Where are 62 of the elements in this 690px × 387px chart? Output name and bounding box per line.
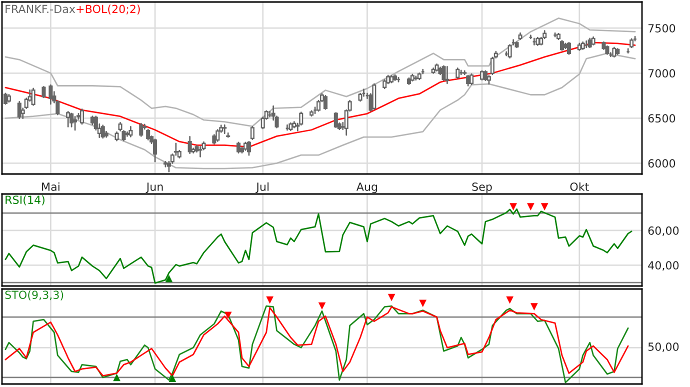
point <box>388 294 396 302</box>
chart-title: STO(9,3,3) <box>5 290 64 300</box>
point <box>266 296 274 304</box>
y-tick-label: 7000 <box>648 69 676 78</box>
point <box>530 303 538 311</box>
candlestick <box>246 140 251 156</box>
candlestick <box>66 110 70 128</box>
candlestick <box>470 73 474 86</box>
candlestick <box>466 74 470 86</box>
candlestick <box>250 126 254 140</box>
point <box>168 374 176 382</box>
point <box>318 302 326 310</box>
candlestick <box>480 70 484 81</box>
candlestick <box>70 112 74 128</box>
candlestick <box>445 66 450 84</box>
y-tick-label: 6000 <box>648 159 676 168</box>
text: 50,00 <box>648 342 679 352</box>
chart-title: FRANKF.-Dax <box>6 4 76 14</box>
candlestick <box>323 94 328 110</box>
candlestick <box>128 126 133 138</box>
y-tick-label: 7500 <box>648 24 676 32</box>
candlestick <box>222 124 227 134</box>
point <box>506 296 514 304</box>
chart-subtitle: +BOL(20;2) <box>76 4 140 14</box>
candlestick <box>100 124 105 139</box>
candlestick <box>588 38 592 48</box>
candlestick <box>3 92 8 105</box>
candlestick <box>334 112 338 128</box>
candlestick <box>236 142 241 154</box>
x-tick-label: Aug <box>356 182 378 194</box>
candlestick <box>48 84 53 105</box>
candlestick <box>31 88 36 106</box>
line-series <box>4 52 636 170</box>
candlestick <box>80 108 84 125</box>
candlestick <box>372 83 376 110</box>
x-tick-label: Mai <box>42 182 60 191</box>
candlestick <box>560 40 564 51</box>
line-series <box>4 18 636 127</box>
chart-title: RSI(14) <box>6 195 44 206</box>
candlestick <box>442 65 446 82</box>
candlestick <box>612 46 616 58</box>
y-tick-label: 60,00 <box>648 226 679 236</box>
candlestick <box>566 42 571 55</box>
candlestick <box>17 100 22 120</box>
x-tick-label: Jul <box>256 182 269 193</box>
y-tick-label: 40,00 <box>648 261 679 271</box>
candlestick <box>153 138 158 162</box>
candlestick <box>73 116 78 131</box>
candlestick <box>456 67 460 79</box>
candlestick <box>42 86 46 98</box>
y-tick-label: 6500 <box>648 114 676 123</box>
candlestick <box>146 128 150 140</box>
point <box>419 300 427 308</box>
candlestick <box>139 122 144 137</box>
x-tick-label: Jun <box>146 182 163 193</box>
point <box>224 312 232 320</box>
point <box>113 374 120 382</box>
x-tick-label: Sep <box>472 182 492 194</box>
candlestick <box>188 136 192 154</box>
candlestick <box>414 76 418 81</box>
x-tick-label: Okt <box>570 182 589 191</box>
candlestick <box>483 70 488 82</box>
